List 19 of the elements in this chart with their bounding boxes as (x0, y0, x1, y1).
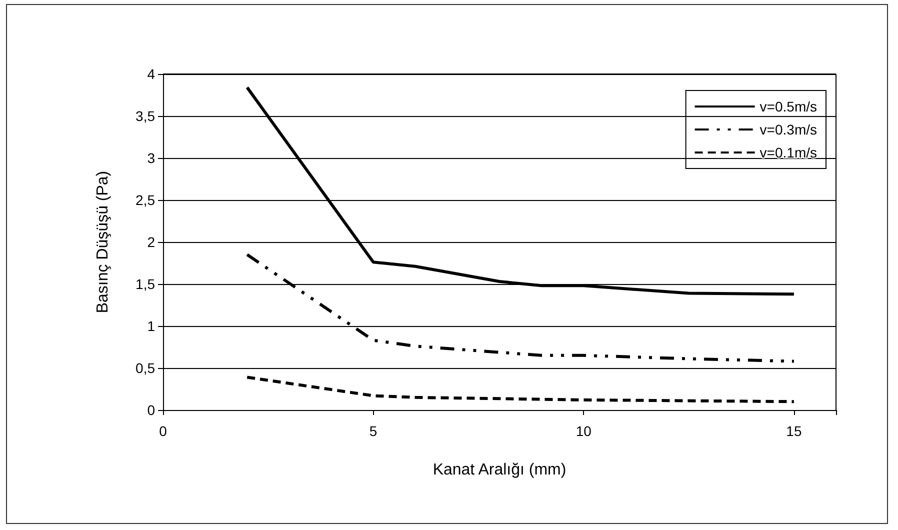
legend-label: v=0.3m/s (760, 122, 818, 138)
legend-label: v=0.1m/s (760, 144, 818, 160)
y-tick-label: 1 (147, 318, 156, 334)
y-tick-label: 3,5 (136, 108, 156, 124)
y-tick-label: 2,5 (136, 192, 156, 208)
legend-label: v=0.5m/s (760, 98, 818, 114)
y-tick-label: 0 (147, 402, 156, 418)
x-axis-title: Kanat Aralığı (mm) (432, 462, 566, 478)
y-tick-label: 4 (147, 66, 156, 82)
y-tick-label: 3 (147, 150, 156, 166)
x-tick-label: 15 (786, 423, 802, 439)
x-tick-label: 10 (576, 423, 592, 439)
x-tick-label: 0 (159, 423, 168, 439)
y-axis-title: Basınç Düşüşü (Pa) (94, 170, 112, 314)
y-tick-label: 2 (147, 234, 156, 250)
x-tick-label: 5 (369, 423, 378, 439)
y-tick-label: 1,5 (136, 276, 156, 292)
y-tick-label: 0,5 (136, 360, 156, 376)
line-series (246, 376, 796, 404)
